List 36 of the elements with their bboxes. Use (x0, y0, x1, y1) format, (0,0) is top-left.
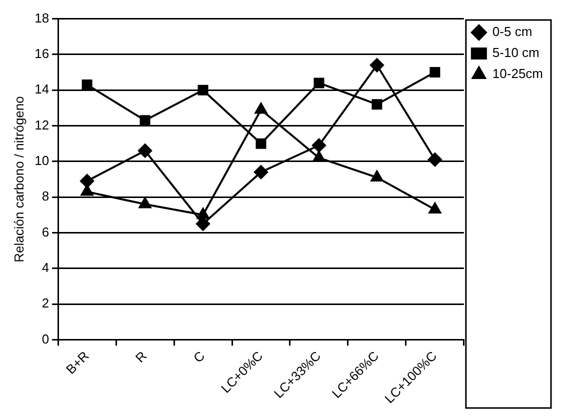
x-tick-label: B+R (62, 348, 92, 378)
point (428, 202, 442, 214)
x-tick-label: R (132, 348, 150, 366)
legend-label: 5-10 cm (492, 45, 540, 60)
y-axis-title: Relación carbono / nitrógeno (11, 96, 26, 262)
point (428, 152, 442, 167)
legend-label: 10-25cm (492, 66, 543, 82)
point (254, 165, 268, 180)
point (140, 115, 150, 126)
point (314, 78, 324, 88)
point (198, 84, 208, 96)
y-tick-label: 10 (34, 153, 50, 168)
point (196, 216, 210, 231)
y-tick-label: 12 (34, 117, 50, 132)
point (138, 144, 152, 158)
x-tick-label: C (190, 348, 208, 366)
point (370, 170, 384, 182)
point (372, 99, 382, 110)
legend-label: 0-5 cm (492, 24, 532, 40)
y-tick-label: 16 (34, 46, 50, 62)
point (138, 197, 152, 208)
point (312, 138, 326, 152)
point (312, 150, 326, 162)
point (430, 67, 440, 78)
point (82, 80, 92, 90)
y-tick-label: 2 (42, 296, 50, 311)
point (80, 174, 94, 188)
y-tick-label: 0 (42, 331, 50, 346)
y-tick-label: 4 (42, 260, 50, 275)
y-tick-label: 6 (42, 224, 50, 240)
y-tick-label: 14 (34, 82, 50, 97)
y-tick-label: 8 (42, 188, 50, 204)
point (256, 138, 266, 149)
y-tick-label: 18 (34, 10, 50, 26)
point (370, 58, 384, 72)
point (254, 102, 268, 114)
